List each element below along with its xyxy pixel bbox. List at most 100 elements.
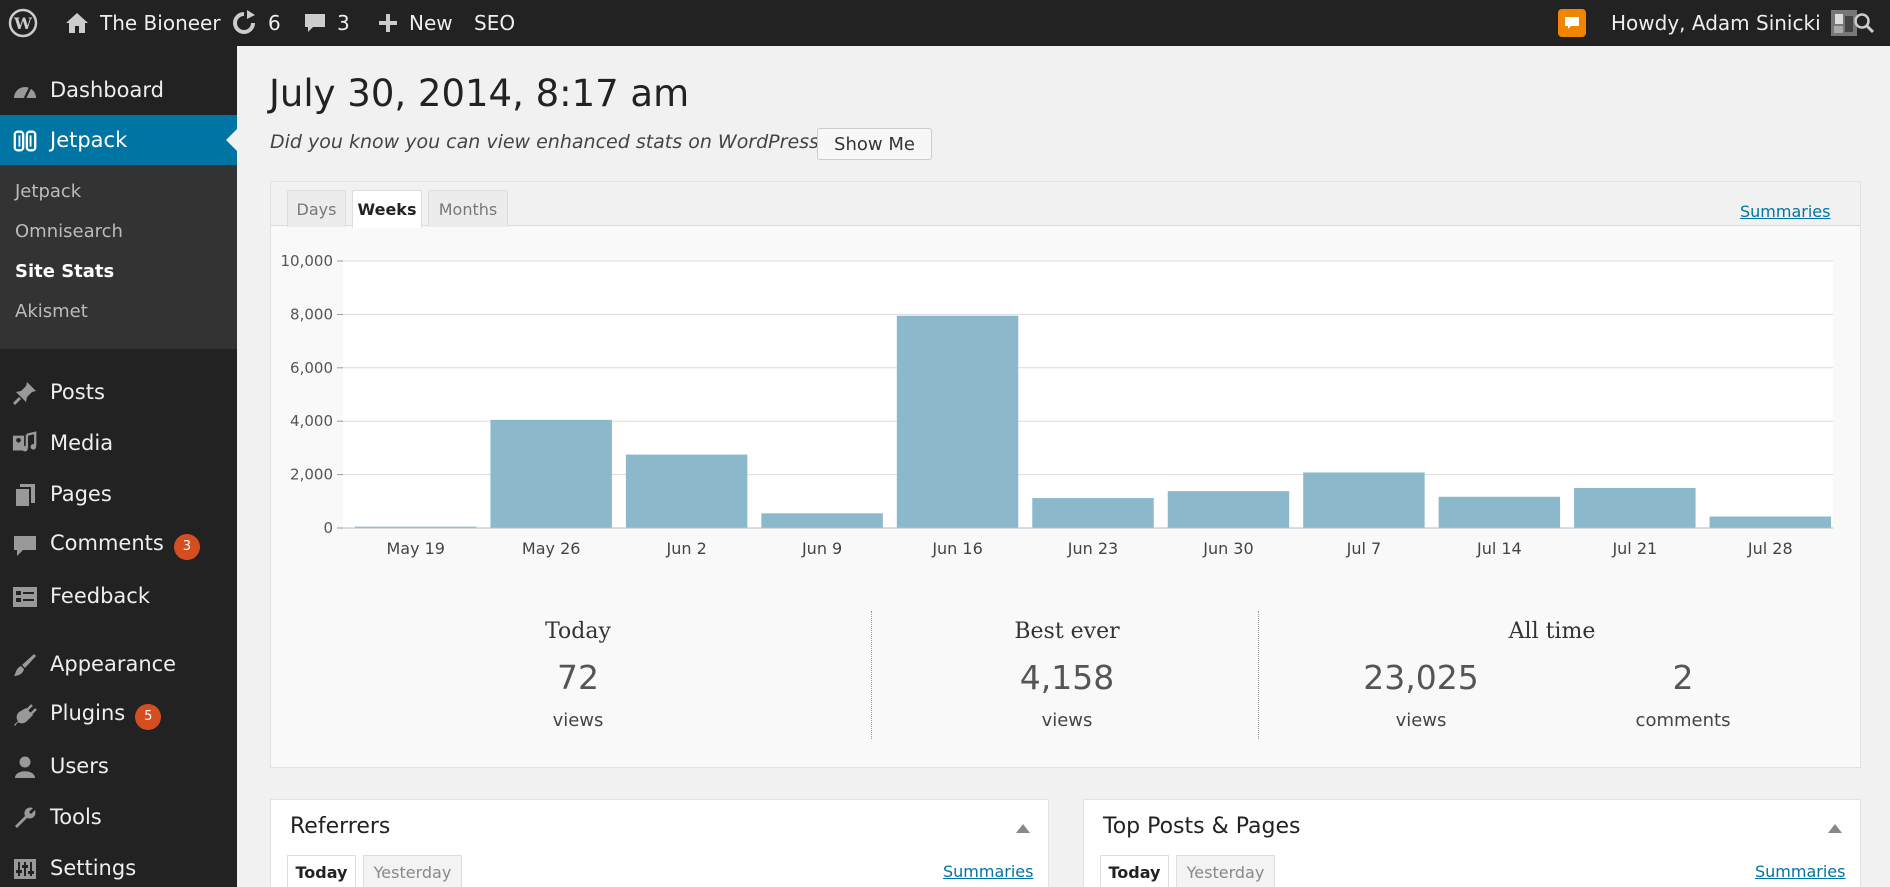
y-tick-label: 8,000 — [290, 305, 333, 323]
notifications-icon[interactable] — [1557, 0, 1587, 46]
user-icon — [12, 754, 38, 780]
all-time-comments-value: 2 — [1672, 658, 1694, 697]
y-tick-label: 0 — [323, 519, 333, 537]
menu-dashboard[interactable]: Dashboard — [0, 65, 237, 115]
jetpack-submenu: Jetpack Omnisearch Site Stats Akismet — [0, 165, 237, 349]
updates-link[interactable]: 6 — [230, 0, 281, 46]
all-time-comments-label: comments — [1635, 710, 1731, 731]
chart-bar — [1303, 472, 1425, 528]
all-time-views-value: 23,025 — [1363, 658, 1479, 697]
page-title: July 30, 2014, 8:17 am — [269, 72, 690, 115]
wrench-icon — [12, 805, 38, 831]
account-menu[interactable]: Howdy, Adam Sinicki — [1611, 0, 1857, 46]
tab-today[interactable]: Today — [1100, 855, 1169, 887]
chart-bar — [1709, 516, 1831, 528]
comments-badge: 3 — [173, 533, 200, 560]
summary-divider — [871, 611, 872, 739]
best-ever-value: 4,158 — [1019, 658, 1115, 697]
menu-label: Jetpack — [50, 128, 128, 152]
site-name: The Bioneer — [100, 11, 221, 35]
x-tick-label: Jul 14 — [1476, 539, 1522, 558]
menu-label: Pages — [50, 482, 112, 506]
site-name-link[interactable]: The Bioneer — [64, 0, 221, 46]
menu-label: Appearance — [50, 652, 177, 676]
submenu-omnisearch[interactable]: Omnisearch — [15, 221, 123, 242]
chart-bar — [761, 513, 883, 528]
y-tick-label: 10,000 — [281, 252, 334, 270]
menu-comments[interactable]: Comments 3 — [0, 520, 237, 570]
chart-bar — [1438, 496, 1561, 528]
chart-bar — [896, 315, 1019, 528]
submenu-site-stats[interactable]: Site Stats — [15, 261, 115, 282]
media-icon — [12, 431, 38, 457]
chart-bar — [1574, 487, 1696, 528]
updates-icon — [230, 10, 258, 36]
top-posts-title: Top Posts & Pages — [1103, 814, 1301, 839]
top-posts-summaries-link[interactable]: Summaries — [1755, 862, 1846, 881]
feedback-icon — [12, 584, 38, 610]
menu-plugins[interactable]: Plugins 5 — [0, 690, 237, 740]
plugins-badge: 5 — [135, 703, 162, 730]
menu-label: Dashboard — [50, 78, 164, 102]
tab-yesterday[interactable]: Yesterday — [363, 855, 462, 887]
menu-pages[interactable]: Pages — [0, 469, 237, 519]
tab-yesterday[interactable]: Yesterday — [1176, 855, 1275, 887]
menu-label: Feedback — [50, 584, 151, 608]
y-tick-label: 6,000 — [290, 359, 333, 377]
enhanced-stats-notice: Did you know you can view enhanced stats… — [270, 131, 876, 153]
menu-appearance[interactable]: Appearance — [0, 639, 237, 689]
wordpress-logo-icon[interactable]: W — [8, 0, 38, 46]
collapse-arrow-icon[interactable] — [1016, 824, 1030, 833]
plug-icon — [12, 703, 38, 729]
all-time-views-label: views — [1395, 710, 1447, 731]
menu-label: Plugins — [50, 700, 126, 725]
menu-label: Tools — [50, 805, 102, 829]
dashboard-icon — [12, 78, 38, 104]
x-tick-label: Jun 2 — [666, 539, 707, 558]
home-icon — [64, 11, 90, 35]
submenu-akismet[interactable]: Akismet — [15, 301, 88, 322]
menu-feedback[interactable]: Feedback — [0, 571, 237, 621]
howdy-greeting: Howdy, Adam Sinicki — [1611, 11, 1821, 35]
show-me-button[interactable]: Show Me — [817, 128, 932, 160]
seo-link[interactable]: SEO — [474, 0, 515, 46]
comments-link[interactable]: 3 — [303, 0, 350, 46]
brush-icon — [12, 652, 38, 678]
menu-tools[interactable]: Tools — [0, 792, 237, 842]
plus-icon — [377, 12, 399, 34]
chart-bar — [1032, 498, 1154, 528]
x-tick-label: Jun 16 — [931, 539, 982, 558]
x-tick-label: Jul 21 — [1611, 539, 1657, 558]
tab-days[interactable]: Days — [287, 190, 346, 227]
chart-bar — [1167, 491, 1290, 528]
collapse-arrow-icon[interactable] — [1828, 824, 1842, 833]
updates-count: 6 — [268, 11, 281, 35]
comments-count: 3 — [337, 11, 350, 35]
x-tick-label: May 26 — [522, 539, 581, 558]
all-time-heading: All time — [1508, 619, 1596, 644]
y-tick-label: 2,000 — [290, 466, 333, 484]
search-icon[interactable] — [1853, 0, 1875, 46]
y-tick-label: 4,000 — [290, 412, 333, 430]
menu-posts[interactable]: Posts — [0, 367, 237, 417]
tab-weeks[interactable]: Weeks — [352, 190, 422, 228]
best-ever-label: views — [1041, 710, 1093, 731]
pages-icon — [12, 482, 38, 508]
admin-bar: W The Bioneer 6 3 New SEO Howdy, Adam Si… — [0, 0, 1890, 46]
referrers-summaries-link[interactable]: Summaries — [943, 862, 1034, 881]
x-tick-label: Jul 28 — [1747, 539, 1793, 558]
new-content-link[interactable]: New — [377, 0, 453, 46]
tab-today[interactable]: Today — [287, 855, 356, 887]
menu-media[interactable]: Media — [0, 418, 237, 468]
tab-months[interactable]: Months — [428, 190, 508, 227]
avatar — [1830, 10, 1857, 36]
menu-settings[interactable]: Settings — [0, 843, 237, 887]
menu-jetpack[interactable]: Jetpack — [0, 115, 237, 165]
chart-bar — [490, 419, 612, 528]
summaries-link[interactable]: Summaries — [1740, 202, 1831, 221]
submenu-jetpack[interactable]: Jetpack — [15, 181, 82, 202]
chart-bar — [355, 526, 477, 528]
comment-bubble-icon — [303, 11, 327, 35]
menu-label: Media — [50, 431, 114, 455]
menu-users[interactable]: Users — [0, 741, 237, 791]
